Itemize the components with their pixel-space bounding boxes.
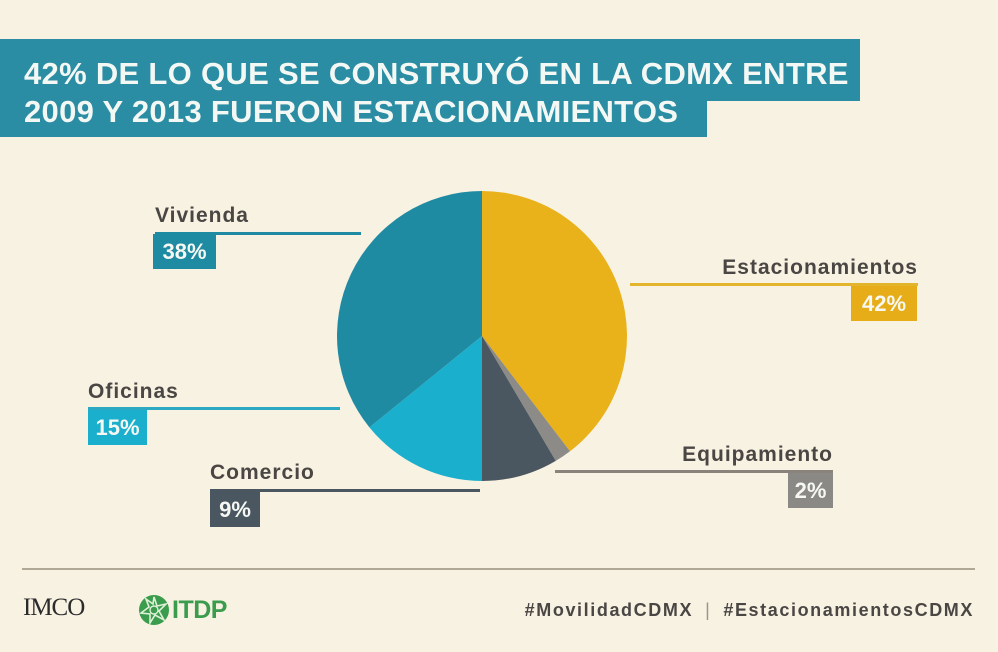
itdp-star-icon [138, 595, 169, 626]
title-line-2: 2009 Y 2013 FUERON ESTACIONAMIENTOS [0, 96, 707, 137]
imco-logo: IMCO [23, 594, 85, 622]
pie-slice-oficinas [369, 336, 482, 481]
footer-divider [22, 568, 975, 570]
hashtag-estacionamientos: #EstacionamientosCDMX [723, 600, 974, 620]
value-equipamiento: 2% [788, 473, 833, 508]
pie-slice-estacionamientos [482, 191, 627, 452]
value-oficinas: 15% [88, 410, 147, 445]
hashtag-separator: | [705, 600, 712, 620]
itdp-logo-text: ITDP [172, 595, 227, 624]
hashtag-movilidad: #MovilidadCDMX [524, 600, 694, 620]
leader-line-vivienda [155, 232, 361, 235]
pie-slice-vivienda [337, 191, 482, 428]
leader-line-equipamiento [555, 470, 833, 473]
pie-slice-comercio [482, 336, 556, 481]
label-comercio: Comercio [210, 461, 315, 484]
label-vivienda: Vivienda [155, 204, 249, 227]
leader-line-comercio [210, 489, 480, 492]
imco-logo-text: IMCO [23, 594, 85, 621]
value-vivienda: 38% [153, 234, 216, 269]
title-line-1: 42% DE LO QUE SE CONSTRUYÓ EN LA CDMX EN… [0, 39, 860, 101]
pie-slice-equipamiento [482, 336, 570, 461]
value-comercio: 9% [210, 492, 260, 527]
leader-line-oficinas [88, 407, 340, 410]
label-equipamiento: Equipamiento [682, 443, 833, 466]
label-oficinas: Oficinas [88, 380, 179, 403]
value-estacionamientos: 42% [851, 286, 917, 321]
hashtags: #MovilidadCDMX | #EstacionamientosCDMX [525, 600, 974, 621]
label-estacionamientos: Estacionamientos [722, 256, 918, 279]
itdp-logo: ITDP [138, 594, 227, 626]
leader-line-estacionamientos [630, 283, 918, 286]
